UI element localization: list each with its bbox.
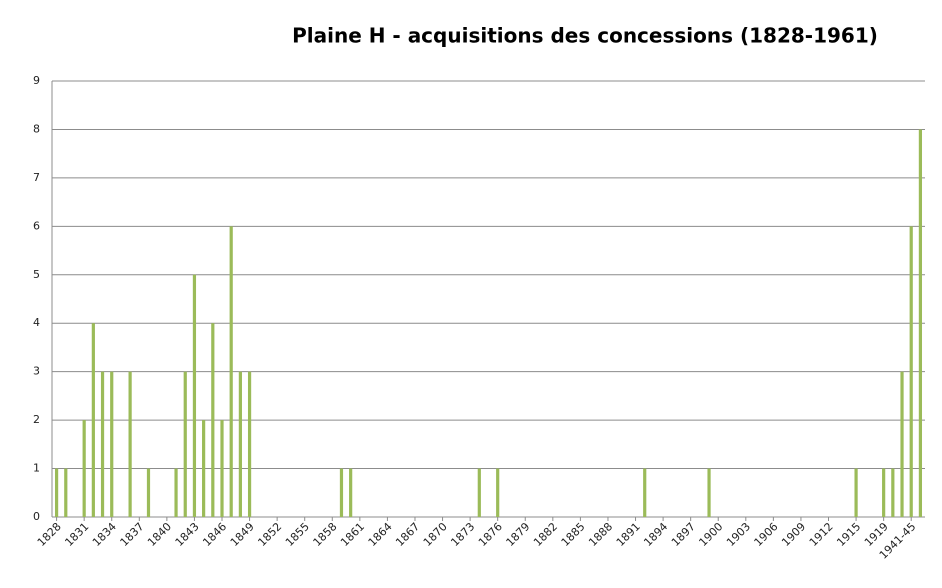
- bar: [211, 323, 215, 517]
- bar: [110, 371, 114, 517]
- bar: [349, 468, 353, 517]
- bar: [202, 420, 206, 517]
- bar: [174, 468, 178, 517]
- y-tick-label: 7: [33, 171, 40, 184]
- y-tick-label: 9: [33, 74, 40, 87]
- bar: [882, 468, 886, 517]
- bar: [82, 420, 86, 517]
- bar: [496, 468, 500, 517]
- y-tick-label: 6: [33, 219, 40, 232]
- bar: [643, 468, 647, 517]
- bar: [54, 468, 59, 517]
- bar: [183, 371, 187, 517]
- bar: [64, 468, 68, 517]
- bar: [900, 371, 904, 517]
- bar: [918, 129, 923, 517]
- y-tick-label: 1: [33, 462, 40, 475]
- y-tick-label: 8: [33, 122, 40, 135]
- bar: [192, 274, 197, 517]
- bar: [229, 226, 233, 518]
- bar: [707, 468, 711, 517]
- bar: [146, 468, 151, 517]
- bar: [891, 468, 895, 517]
- chart-title: Plaine H - acquisitions des concessions …: [292, 24, 878, 48]
- bar: [220, 420, 224, 517]
- bar: [247, 371, 252, 517]
- bar: [128, 371, 132, 517]
- y-tick-label: 2: [33, 413, 40, 426]
- y-tick-label: 4: [33, 316, 40, 329]
- bar: [854, 468, 858, 517]
- bar: [238, 371, 242, 517]
- bar: [100, 371, 105, 517]
- bar: [477, 468, 481, 517]
- bar: [91, 323, 95, 517]
- bar: [339, 468, 344, 517]
- bar: [909, 226, 913, 518]
- y-tick-label: 5: [33, 268, 40, 281]
- y-tick-label: 0: [33, 510, 40, 523]
- y-tick-label: 3: [33, 365, 40, 378]
